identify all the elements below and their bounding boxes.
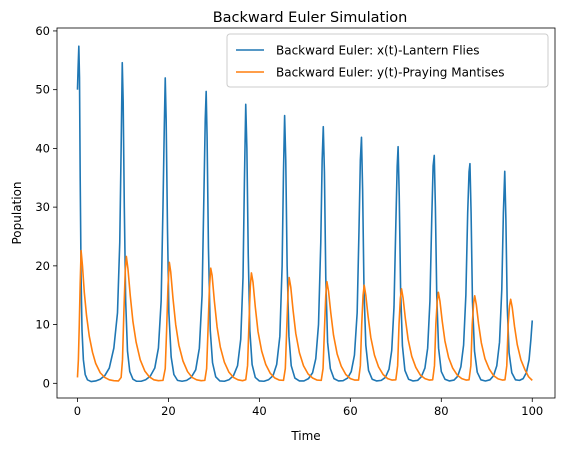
y-tick-label: 40 [35,141,50,155]
x-tick-label: 80 [434,404,449,418]
y-axis-ticks: 0 10 20 30 40 50 60 [35,24,57,390]
legend-box [226,33,549,88]
x-axis-label: Time [290,429,320,443]
legend: Backward Euler: x(t)-Lantern Flies Backw… [226,33,549,88]
y-tick-label: 30 [35,200,50,214]
y-tick-label: 50 [35,83,50,97]
series-line-0 [76,45,534,383]
x-axis-ticks: 0 20 40 60 80 100 [74,398,543,418]
plot-frame [56,27,556,399]
y-tick-label: 0 [43,376,50,390]
x-tick-label: 0 [74,404,81,418]
x-tick-label: 100 [521,404,543,418]
y-tick-label: 60 [35,24,50,38]
chart-title: Backward Euler Simulation [213,10,408,26]
legend-label-y: Backward Euler: y(t)-Praying Mantises [276,66,504,80]
series-layer [76,45,534,383]
x-tick-label: 40 [252,404,267,418]
series-line-1 [76,249,533,382]
x-tick-label: 20 [161,404,176,418]
y-axis-label: Population [10,181,24,244]
y-tick-label: 20 [35,259,50,273]
plot-area [56,27,556,399]
x-tick-label: 60 [343,404,358,418]
legend-label-x: Backward Euler: x(t)-Lantern Flies [276,44,480,58]
y-tick-label: 10 [35,318,50,332]
